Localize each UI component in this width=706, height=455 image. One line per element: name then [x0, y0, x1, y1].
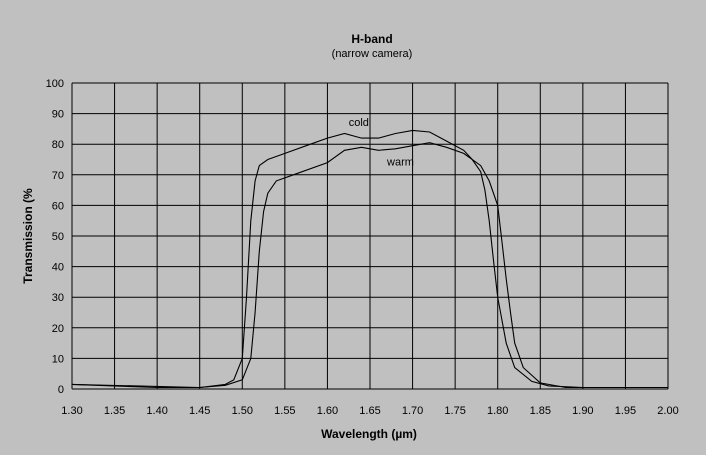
- x-tick-label: 1.70: [402, 405, 423, 417]
- y-tick-label: 30: [52, 292, 64, 304]
- chart-subtitle: (narrow camera): [332, 48, 413, 60]
- y-tick-labels: 0 10 20 30 40 50 60 70 80 90 100: [46, 78, 64, 396]
- x-tick-label: 2.00: [657, 405, 678, 417]
- x-tick-label: 1.30: [61, 405, 82, 417]
- x-tick-label: 1.80: [487, 405, 508, 417]
- y-tick-label: 70: [52, 170, 64, 182]
- series-line-cold: [71, 129, 668, 389]
- x-tick-labels: 1.30 1.35 1.40 1.45 1.50 1.55 1.60 1.65 1.70 1.75…: [61, 405, 678, 417]
- y-axis-label: Transmission (%: [21, 188, 35, 284]
- x-tick-label: 1.65: [359, 405, 380, 417]
- y-tick-label: 50: [52, 231, 64, 243]
- chart-title: H-band: [351, 32, 392, 46]
- y-tick-label: 40: [52, 262, 64, 274]
- annotations: cold warm: [349, 117, 414, 169]
- x-tick-label: 1.90: [572, 405, 593, 417]
- grid: [71, 82, 669, 390]
- x-axis-label: Wavelength (µm): [321, 427, 417, 441]
- annotation-warm: warm: [386, 157, 414, 169]
- x-tick-label: 1.50: [232, 405, 253, 417]
- annotation-cold: cold: [349, 117, 369, 129]
- x-tick-label: 1.40: [146, 405, 167, 417]
- x-tick-label: 1.95: [615, 405, 636, 417]
- y-tick-label: 60: [52, 200, 64, 212]
- y-tick-label: 0: [58, 384, 64, 396]
- y-tick-label: 10: [52, 353, 64, 365]
- y-tick-label: 90: [52, 109, 64, 121]
- series-line-warm: [71, 142, 668, 389]
- y-tick-label: 100: [46, 78, 64, 90]
- x-tick-label: 1.60: [317, 405, 338, 417]
- x-tick-label: 1.55: [274, 405, 295, 417]
- x-tick-label: 1.85: [530, 405, 551, 417]
- series-lines: [71, 129, 668, 389]
- y-tick-label: 80: [52, 139, 64, 151]
- x-tick-label: 1.35: [104, 405, 125, 417]
- x-tick-label: 1.75: [444, 405, 465, 417]
- x-tick-label: 1.45: [189, 405, 210, 417]
- y-tick-label: 20: [52, 323, 64, 335]
